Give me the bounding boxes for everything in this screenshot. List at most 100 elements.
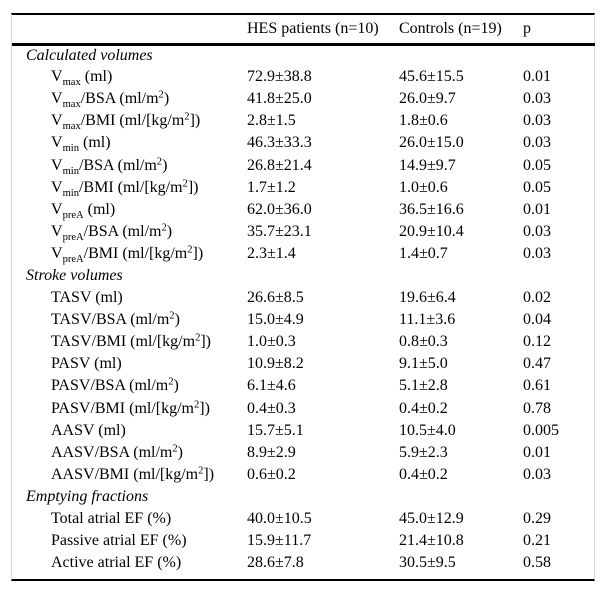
p-value: 0.21 [523, 532, 551, 550]
hes-value: 10.9±8.2 [247, 355, 304, 373]
hes-value: 35.7±23.1 [247, 222, 312, 240]
hes-value: 0.4±0.3 [247, 399, 296, 417]
controls-value: 45.0±12.9 [399, 510, 464, 528]
p-value: 0.58 [523, 554, 551, 572]
controls-value: 11.1±3.6 [399, 311, 456, 329]
controls-value: 14.9±9.7 [399, 156, 456, 174]
hes-value: 2.3±1.4 [247, 244, 296, 262]
p-value: 0.03 [523, 90, 551, 108]
p-value: 0.61 [523, 377, 551, 395]
column-header-p-value: p [523, 15, 595, 46]
row-label: VpreA (ml) [51, 200, 116, 221]
table-row: VpreA/BMI (ml/[kg/m2]) 2.3±1.4 1.4±0.7 0.03 [12, 243, 595, 265]
controls-value: 1.8±0.6 [399, 112, 448, 130]
row-label: PASV (ml) [51, 355, 122, 373]
table-row: TASV/BSA (ml/m2) 15.0±4.9 11.1±3.6 0.04 [12, 309, 595, 331]
volumes-comparison-table: HES patients (n=10) Controls (n=19) p Ca… [12, 15, 595, 574]
table-row: AASV/BSA (ml/m2) 8.9±2.9 5.9±2.3 0.01 [12, 442, 595, 464]
row-label: Vmax (ml) [51, 68, 113, 89]
hes-value: 41.8±25.0 [247, 90, 312, 108]
hes-value: 15.0±4.9 [247, 311, 304, 329]
controls-value: 10.5±4.0 [399, 421, 456, 439]
row-label: TASV/BSA (ml/m2) [51, 310, 180, 329]
table-row: TASV (ml) 26.6±8.5 19.6±6.4 0.02 [12, 287, 595, 309]
controls-value: 30.5±9.5 [399, 554, 456, 572]
controls-value: 0.4±0.2 [399, 399, 448, 417]
p-value: 0.01 [523, 443, 551, 461]
row-label: Active atrial EF (%) [51, 554, 182, 572]
controls-value: 1.4±0.7 [399, 244, 448, 262]
table-row: Vmax/BSA (ml/m2) 41.8±25.0 26.0±9.7 0.03 [12, 88, 595, 110]
hes-value: 40.0±10.5 [247, 510, 312, 528]
table-row: VpreA (ml) 62.0±36.0 36.5±16.6 0.01 [12, 199, 595, 221]
hes-value: 62.0±36.0 [247, 200, 312, 218]
row-label: Vmax/BSA (ml/m2) [51, 89, 170, 111]
row-label: VpreA/BSA (ml/m2) [51, 222, 173, 243]
section-title: Stroke volumes [26, 266, 123, 284]
controls-value: 19.6±6.4 [399, 289, 456, 307]
p-value: 0.01 [523, 200, 551, 218]
p-value: 0.02 [523, 289, 551, 307]
table-header-row: HES patients (n=10) Controls (n=19) p [12, 15, 595, 46]
table-row: AASV (ml) 15.7±5.1 10.5±4.0 0.005 [12, 420, 595, 442]
p-value: 0.03 [523, 134, 551, 152]
p-value: 0.005 [523, 421, 559, 439]
p-value: 0.78 [523, 399, 551, 417]
controls-value: 5.9±2.3 [399, 443, 448, 461]
table-row: Total atrial EF (%) 40.0±10.5 45.0±12.9 0.2… [12, 508, 595, 530]
table-row: Vmax/BMI (ml/[kg/m2]) 2.8±1.5 1.8±0.6 0.03 [12, 110, 595, 132]
p-value: 0.05 [523, 178, 551, 196]
table-body: Calculated volumes Vmax (ml) 72.9±38.8 45.6… [12, 44, 595, 574]
row-label: Vmin/BSA (ml/m2) [51, 156, 168, 177]
p-value: 0.01 [523, 68, 551, 86]
hes-value: 1.7±1.2 [247, 178, 296, 196]
controls-value: 0.4±0.2 [399, 465, 448, 483]
row-label: PASV/BSA (ml/m2) [51, 377, 179, 395]
controls-value: 9.1±5.0 [399, 355, 448, 373]
p-value: 0.12 [523, 333, 551, 351]
comparison-table-frame: HES patients (n=10) Controls (n=19) p Ca… [11, 13, 595, 581]
table-row: Vmin/BMI (ml/[kg/m2]) 1.7±1.2 1.0±0.6 0.05 [12, 177, 595, 199]
section-header-row: Stroke volumes [12, 265, 595, 287]
controls-value: 26.0±15.0 [399, 134, 464, 152]
row-label: Vmin/BMI (ml/[kg/m2]) [51, 178, 199, 199]
p-value: 0.05 [523, 156, 551, 174]
table-row: Vmax (ml) 72.9±38.8 45.6±15.5 0.01 [12, 66, 595, 88]
hes-value: 2.8±1.5 [247, 112, 296, 130]
hes-value: 6.1±4.6 [247, 377, 296, 395]
p-value: 0.03 [523, 112, 551, 130]
hes-value: 15.9±11.7 [247, 532, 312, 550]
hes-value: 28.6±7.8 [247, 554, 304, 572]
hes-value: 46.3±33.3 [247, 134, 312, 152]
p-value: 0.04 [523, 311, 551, 329]
row-label: AASV (ml) [51, 421, 126, 439]
row-label: PASV/BMI (ml/[kg/m2]) [51, 399, 210, 417]
row-label: AASV/BMI (ml/[kg/m2]) [51, 465, 215, 483]
p-value: 0.03 [523, 244, 551, 262]
table-row: PASV/BMI (ml/[kg/m2]) 0.4±0.3 0.4±0.2 0.78 [12, 398, 595, 420]
controls-value: 45.6±15.5 [399, 68, 464, 86]
hes-value: 26.8±21.4 [247, 156, 312, 174]
p-value: 0.03 [523, 465, 551, 483]
controls-value: 20.9±10.4 [399, 222, 464, 240]
section-header-row: Emptying fractions [12, 486, 595, 508]
section-title: Emptying fractions [26, 487, 149, 505]
row-label: TASV (ml) [51, 289, 123, 307]
column-header-controls: Controls (n=19) [399, 15, 523, 46]
hes-value: 72.9±38.8 [247, 68, 312, 86]
section-title: Calculated volumes [26, 46, 153, 64]
p-value: 0.03 [523, 222, 551, 240]
table-row: Vmin/BSA (ml/m2) 26.8±21.4 14.9±9.7 0.05 [12, 154, 595, 176]
column-header-hes-patients: HES patients (n=10) [247, 15, 399, 46]
hes-value: 26.6±8.5 [247, 289, 304, 307]
p-value: 0.47 [523, 355, 551, 373]
column-header-label [12, 15, 247, 46]
hes-value: 1.0±0.3 [247, 333, 296, 351]
row-label: VpreA/BMI (ml/[kg/m2]) [51, 244, 204, 265]
hes-value: 15.7±5.1 [247, 421, 304, 439]
row-label: Vmin (ml) [51, 134, 111, 155]
controls-value: 0.8±0.3 [399, 333, 448, 351]
row-label: TASV/BMI (ml/[kg/m2]) [51, 333, 211, 351]
hes-value: 0.6±0.2 [247, 465, 296, 483]
table-row: TASV/BMI (ml/[kg/m2]) 1.0±0.3 0.8±0.3 0.12 [12, 331, 595, 353]
